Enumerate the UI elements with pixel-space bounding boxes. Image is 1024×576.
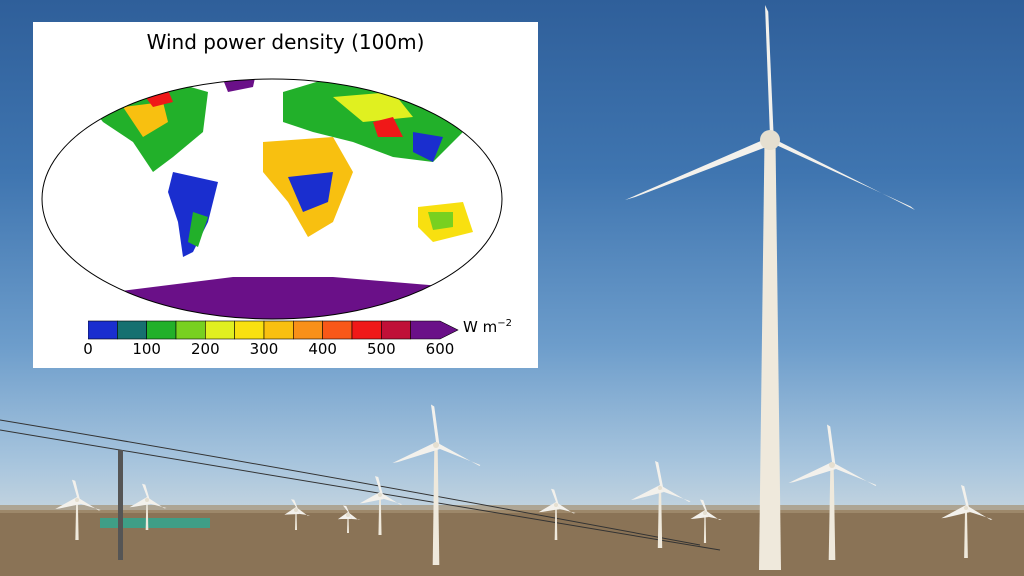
- colorbar-segment: [234, 320, 265, 340]
- wind-turbine: [941, 485, 993, 558]
- utility-pole: [118, 450, 123, 560]
- building: [100, 518, 210, 528]
- colorbar-segment: [146, 320, 177, 340]
- colorbar-segment: [293, 320, 323, 340]
- wind-turbine: [690, 499, 722, 543]
- wind-turbine: [788, 424, 877, 560]
- colorbar-tick-label: 500: [367, 340, 396, 358]
- colorbar-tick-label: 0: [83, 340, 93, 358]
- colorbar-tick-label: 400: [308, 340, 337, 358]
- power-lines: [0, 419, 721, 551]
- wind-turbine: [337, 505, 361, 533]
- figure-title: Wind power density (100m): [146, 30, 425, 54]
- wind-turbine: [631, 461, 691, 548]
- colorbar: [88, 320, 459, 340]
- wind-turbine: [625, 5, 915, 570]
- wind-turbine: [129, 483, 167, 530]
- colorbar-unit: W m−2: [463, 318, 512, 336]
- greenland: [218, 79, 258, 92]
- wind-turbine: [359, 476, 403, 535]
- colorbar-segment: [175, 320, 206, 340]
- colorbar-segment: [381, 320, 411, 340]
- colorbar-segment: [351, 320, 382, 340]
- colorbar-segment: [117, 320, 147, 340]
- colorbar-segment: [205, 320, 235, 340]
- colorbar-segment: [322, 320, 353, 340]
- wind-power-map-figure: Wind power density (100m) 0 100 200 300 400 5…: [33, 22, 538, 368]
- wind-turbine: [55, 479, 101, 540]
- colorbar-segment: [88, 320, 118, 340]
- colorbar-tick-label: 300: [249, 340, 279, 358]
- colorbar-tick-label: 100: [132, 340, 161, 358]
- colorbar-tick-label: 200: [191, 340, 220, 358]
- wind-turbine: [392, 404, 481, 565]
- colorbar-extend-segment: [410, 320, 459, 340]
- colorbar-tick-label: 600: [425, 340, 455, 358]
- wind-turbine: [284, 499, 311, 530]
- wind-turbine: [538, 488, 576, 540]
- colorbar-segment: [263, 320, 294, 340]
- world-map: [41, 78, 503, 320]
